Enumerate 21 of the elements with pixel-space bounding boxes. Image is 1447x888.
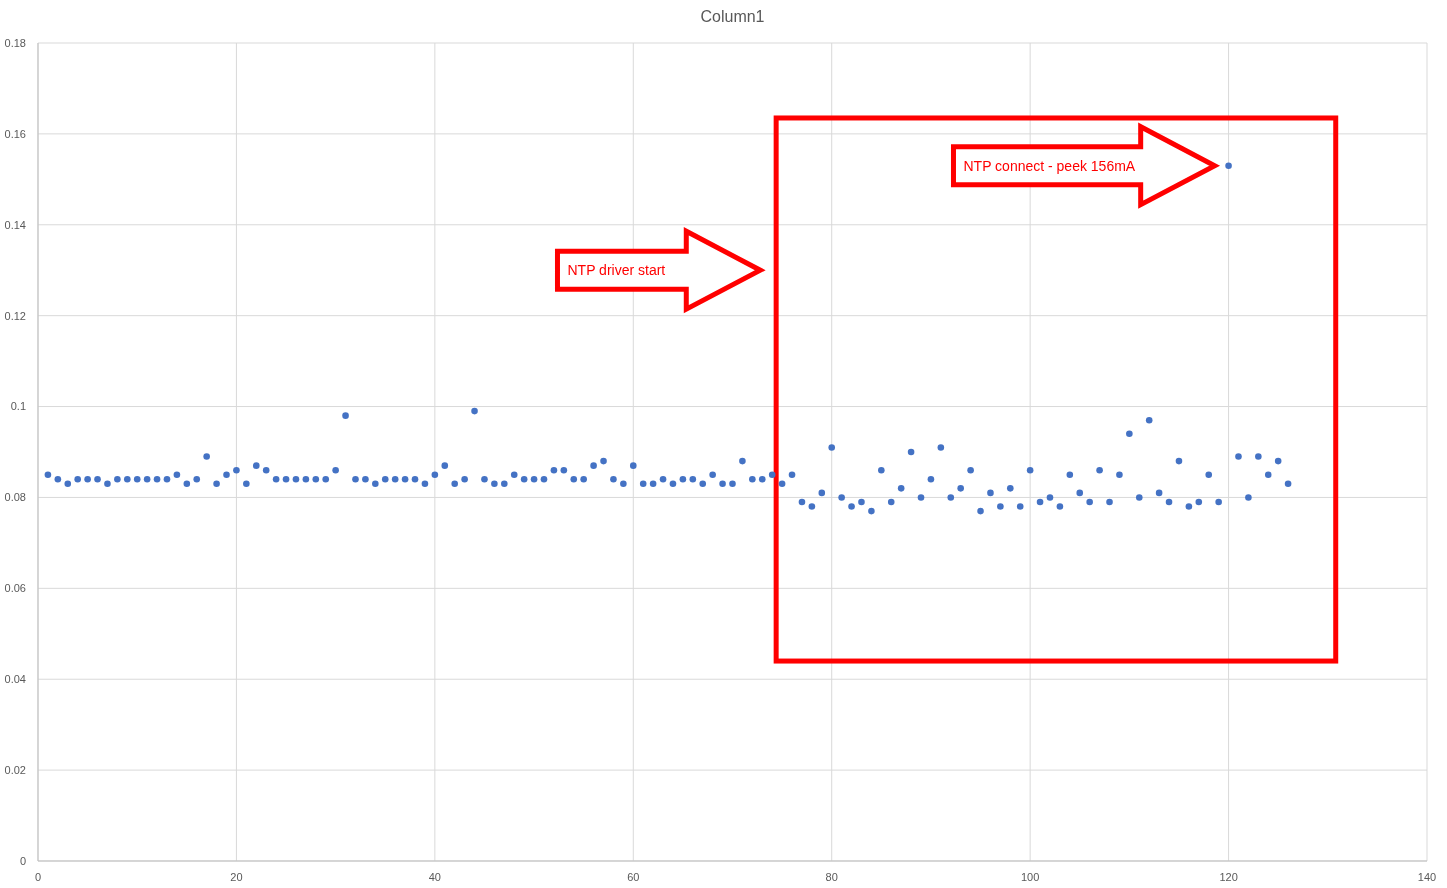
- x-tick-label: 40: [428, 871, 441, 883]
- x-tick-label: 100: [1020, 871, 1040, 883]
- y-tick-label: 0.06: [4, 582, 26, 595]
- y-tick-label: 0: [19, 854, 26, 867]
- y-tick-label: 0.04: [4, 673, 26, 686]
- chart-title: Column1: [700, 8, 765, 25]
- annotation: NTP connect - peek 156mA: [963, 157, 1136, 174]
- y-tick-label: 0.02: [4, 763, 26, 776]
- annotation: NTP driver start: [567, 262, 666, 279]
- y-tick-label: 0.12: [4, 309, 26, 322]
- x-tick-label: 120: [1219, 871, 1238, 883]
- x-tick-label: 60: [627, 871, 640, 883]
- y-tick-label: 0.16: [4, 127, 26, 140]
- x-tick-label: 20: [230, 871, 243, 883]
- x-tick-label: 0: [34, 871, 42, 883]
- y-tick-label: 0.18: [4, 36, 26, 49]
- x-tick-label: 80: [825, 871, 838, 883]
- y-tick-label: 0.14: [4, 218, 26, 231]
- y-tick-label: 0.1: [10, 400, 26, 413]
- y-tick-label: 0.08: [4, 491, 26, 504]
- x-tick-label: 140: [1417, 871, 1437, 883]
